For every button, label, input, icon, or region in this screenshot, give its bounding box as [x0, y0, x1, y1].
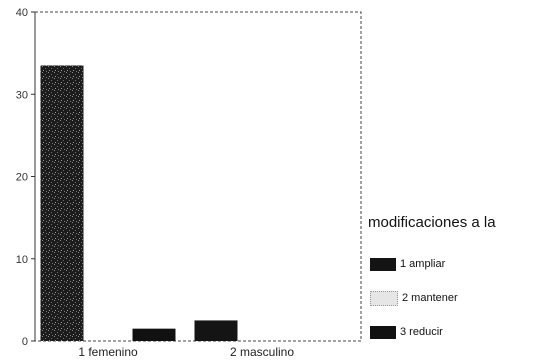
y-tick-label: 0: [22, 336, 28, 348]
y-tick-label: 30: [16, 89, 28, 101]
bar: [194, 320, 238, 341]
legend-label: 3 reducir: [400, 326, 443, 338]
legend-swatch: [370, 290, 398, 306]
x-category-label: 2 masculino: [230, 345, 294, 359]
legend-label: 1 ampliar: [400, 258, 446, 270]
x-category-label: 1 femenino: [78, 345, 138, 359]
bar: [132, 328, 176, 341]
bar: [40, 65, 84, 342]
y-tick-label: 40: [16, 7, 28, 19]
legend-label: 2 mantener: [402, 292, 458, 304]
y-tick-label: 10: [16, 254, 28, 266]
plot-frame: [34, 11, 362, 342]
legend-item: 2 mantener: [370, 290, 458, 306]
legend-swatch: [370, 325, 396, 339]
y-tick-label: 20: [16, 172, 28, 184]
legend-item: 1 ampliar: [370, 257, 445, 271]
legend-item: 3 reducir: [370, 325, 443, 339]
legend-title: modificaciones a la: [368, 214, 496, 231]
legend-swatch: [370, 257, 396, 271]
